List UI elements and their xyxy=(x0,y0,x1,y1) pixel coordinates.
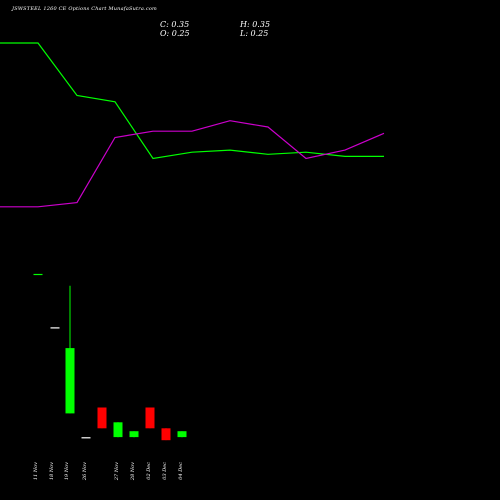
candle-body-4 xyxy=(97,407,107,429)
series-line-0 xyxy=(0,42,384,160)
x-tick-label: 18 Nov xyxy=(49,462,55,480)
open-value: O: 0.25 xyxy=(160,29,190,38)
x-tick-label: 03 Dec xyxy=(162,462,168,480)
high-value: H: 0.35 xyxy=(240,20,271,29)
candle-body-0 xyxy=(33,273,43,276)
x-tick-label: 11 Nov xyxy=(33,462,39,480)
candle-body-3 xyxy=(81,437,91,439)
low-value: L: 0.25 xyxy=(240,29,269,38)
x-tick-label: 19 Nov xyxy=(64,462,70,480)
x-tick-label: 27 Nov xyxy=(114,462,120,481)
candle-body-1 xyxy=(50,327,60,329)
candle-body-8 xyxy=(161,428,171,441)
chart-title: JSWSTEEL 1260 CE Options Chart MunafaSut… xyxy=(12,6,157,12)
x-tick-label: 28 Nov xyxy=(130,462,136,481)
series-line-1 xyxy=(0,120,385,208)
candle-body-6 xyxy=(129,431,139,438)
x-tick-label: 26 Nov xyxy=(82,462,88,481)
close-value: C: 0.35 xyxy=(160,20,190,29)
candle-body-5 xyxy=(113,422,123,438)
candle-body-7 xyxy=(145,407,155,429)
candle-body-9 xyxy=(177,431,187,438)
x-tick-label: 02 Dec xyxy=(146,462,152,480)
x-tick-label: 04 Dec xyxy=(178,462,184,480)
candle-body-2 xyxy=(65,348,75,414)
